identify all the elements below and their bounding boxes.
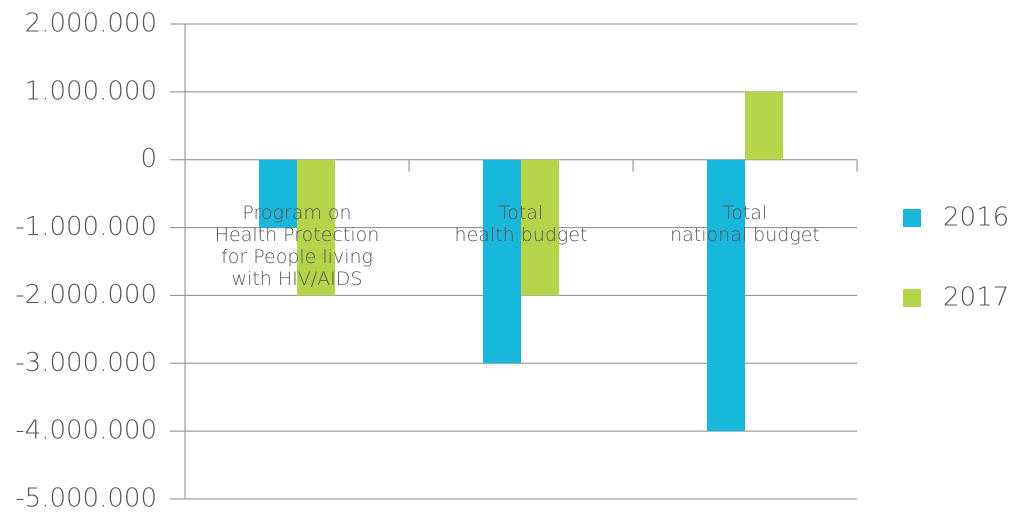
y-tick-label: -2.000.000 [15, 280, 157, 310]
x-tick-label: Program on Health Protection for People … [214, 201, 380, 290]
y-tick-label: -1.000.000 [15, 212, 157, 242]
bar [259, 159, 297, 228]
x-tick-label: Total national budget [670, 201, 820, 246]
legend-label: 2017 [943, 283, 1009, 313]
bar [745, 91, 783, 160]
legend-swatch [903, 289, 921, 307]
bar [297, 159, 335, 296]
y-tick-label: -3.000.000 [15, 348, 157, 378]
x-tick-label: Total health budget [454, 201, 588, 246]
bar [483, 159, 521, 364]
y-tick-label: 1.000.000 [25, 76, 157, 106]
y-tick-label: -5.000.000 [15, 484, 157, 514]
y-tick-label: -4.000.000 [15, 416, 157, 446]
bar [707, 159, 745, 432]
legend-swatch [903, 209, 921, 227]
y-tick-label: 0 [140, 144, 157, 174]
bar [521, 159, 559, 296]
y-tick-label: 2.000.000 [25, 9, 157, 39]
legend-label: 2016 [943, 203, 1009, 233]
